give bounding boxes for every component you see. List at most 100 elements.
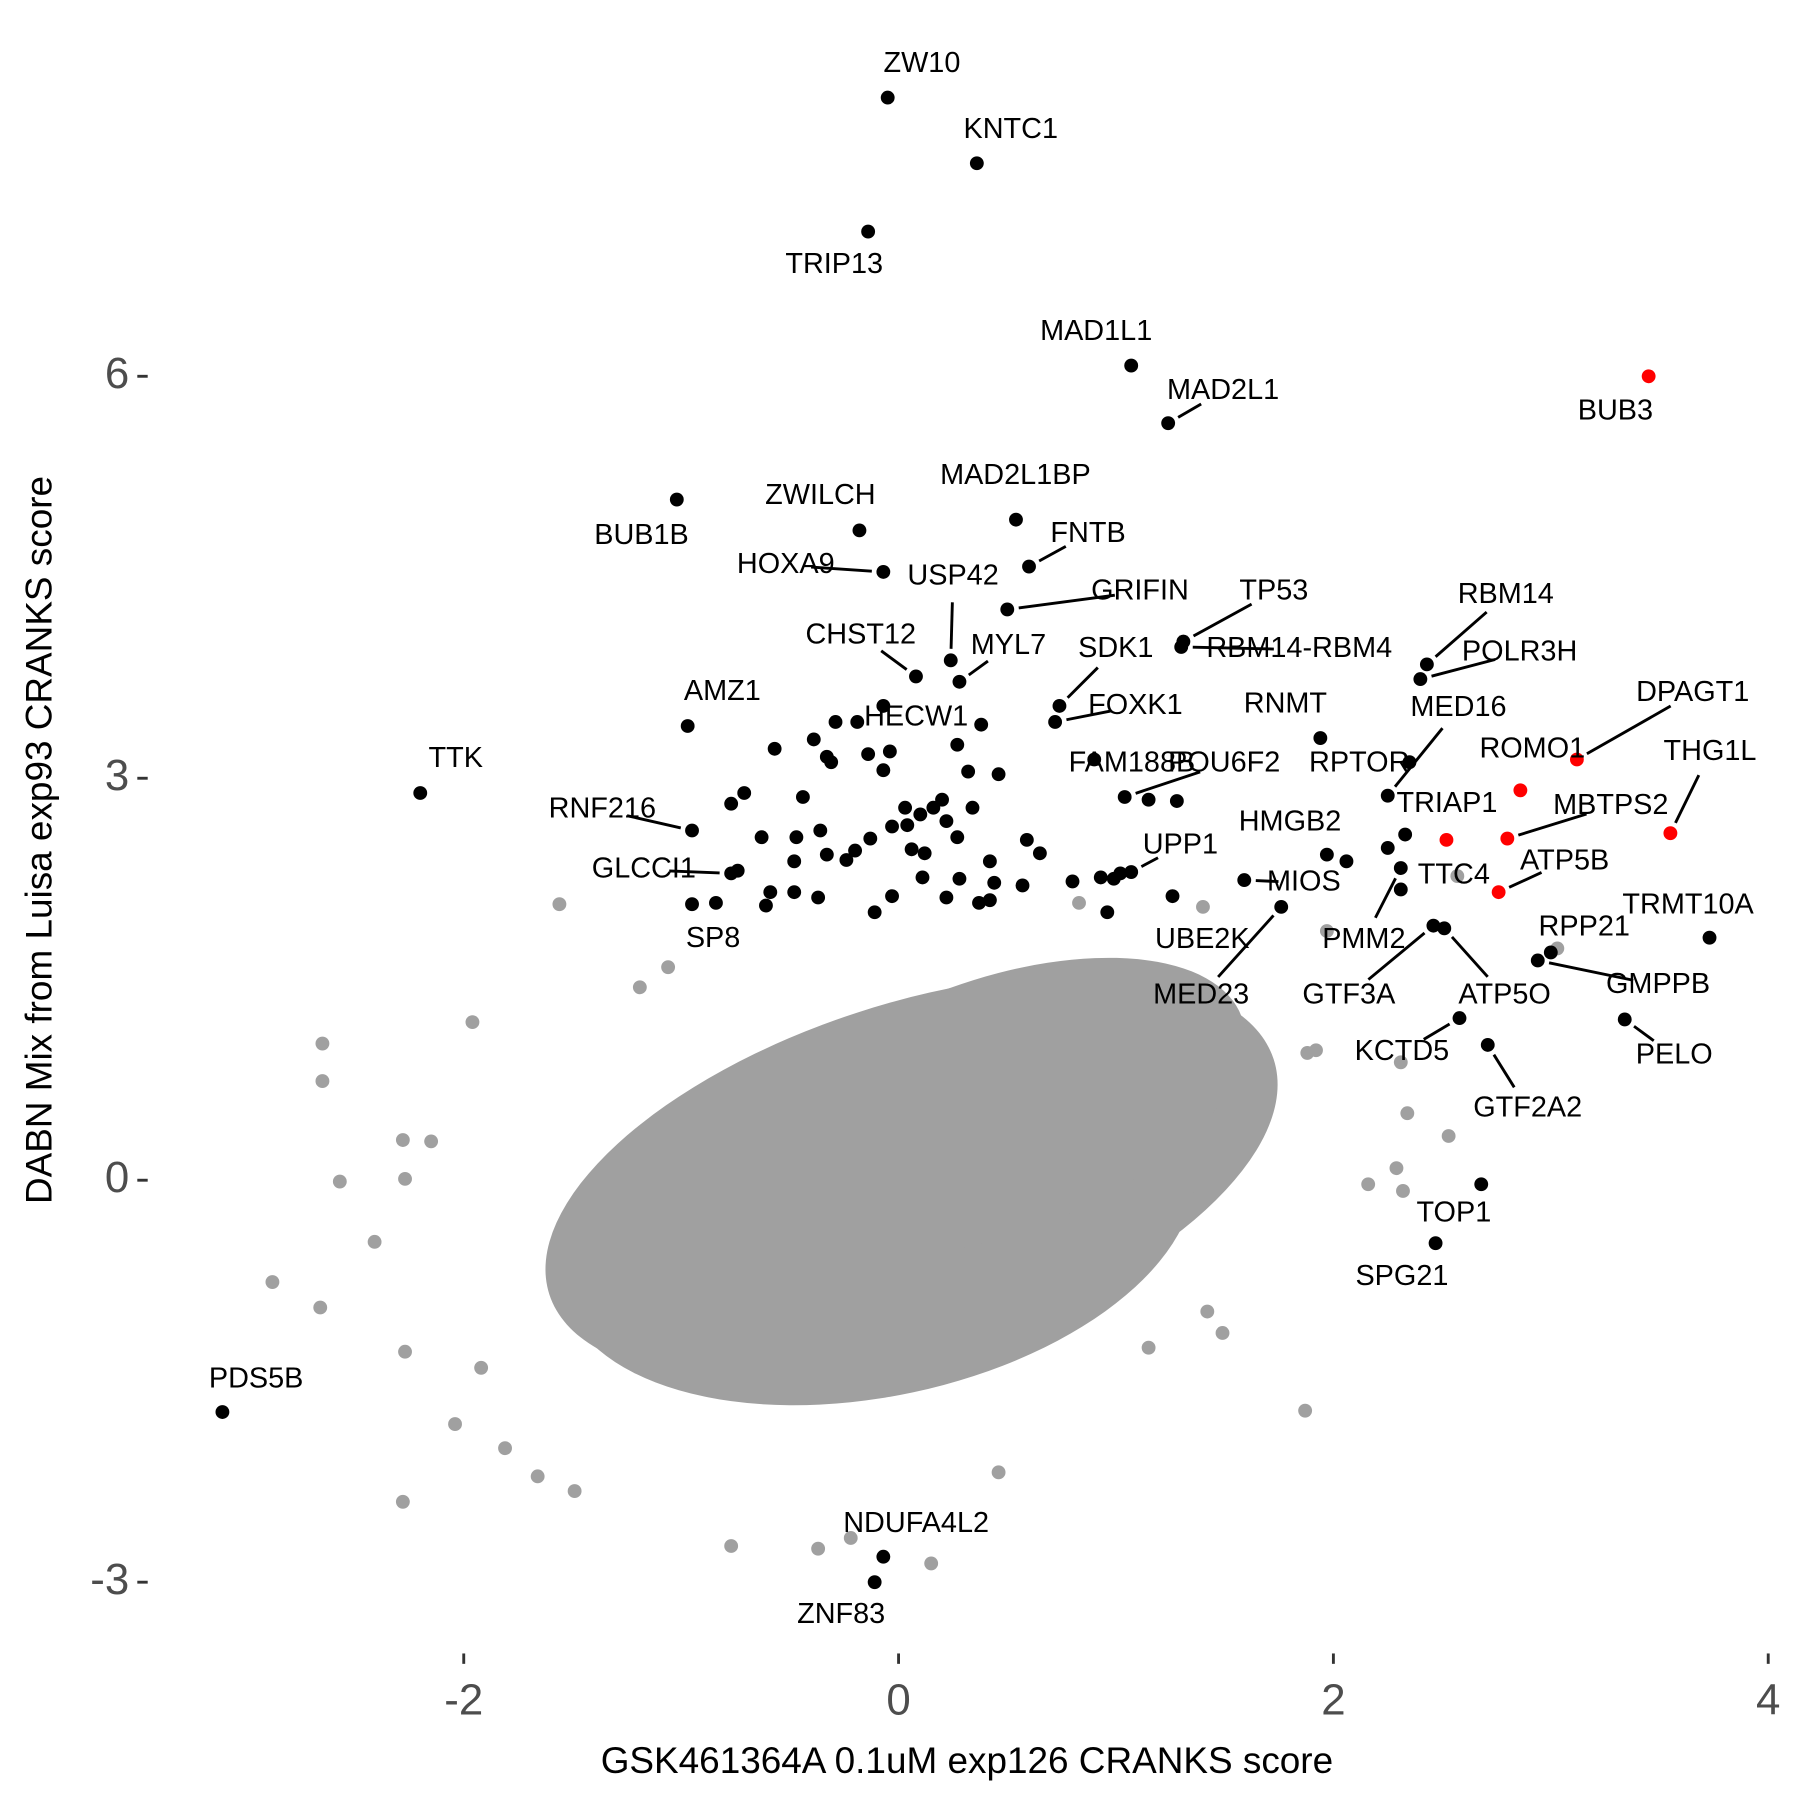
point-label: HECW1 (864, 700, 968, 732)
point-label: AMZ1 (684, 675, 761, 707)
point-label: SPG21 (1355, 1260, 1448, 1292)
point-label: RBM14-RBM4 (1206, 632, 1392, 664)
labeled-point (685, 897, 699, 912)
labeled-point (669, 492, 684, 507)
background-point (332, 1174, 347, 1189)
labeled-point (215, 1405, 230, 1419)
hit-point (754, 830, 769, 845)
labeled-point (1530, 953, 1545, 968)
hit-point (913, 807, 928, 822)
point-label: NDUFA4L2 (843, 1507, 989, 1539)
hit-point (824, 755, 839, 770)
point-label: KCTD5 (1355, 1035, 1450, 1067)
hit-point (917, 846, 932, 861)
label-connector (1374, 877, 1397, 919)
point-label: FNTB (1050, 517, 1125, 549)
label-connector (1508, 871, 1543, 889)
hit-point (904, 842, 919, 857)
label-connector (1255, 879, 1279, 884)
hit-point (935, 792, 949, 807)
label-connector (1066, 709, 1111, 722)
y-tick-label: 3 (105, 751, 129, 800)
point-label: TOP1 (1416, 1196, 1491, 1228)
point-label: GLCCI1 (592, 853, 696, 885)
background-point (448, 1417, 462, 1432)
hit-point (861, 747, 876, 762)
y-axis-title: DABN Mix from Luisa exp93 CRANKS score (18, 476, 59, 1204)
hit-point (950, 737, 965, 752)
label-connector (1492, 1053, 1516, 1089)
hit-point (763, 885, 778, 900)
hit-point (915, 870, 930, 885)
point-label: POLR3H (1462, 636, 1577, 668)
background-point (1389, 1161, 1404, 1176)
point-label: KNTC1 (964, 113, 1059, 145)
label-connector (967, 659, 989, 677)
label-connector (1450, 935, 1489, 978)
background-point (724, 1539, 739, 1553)
hit-point (709, 895, 723, 910)
point-label: TRMT10A (1622, 888, 1754, 920)
point-label: PMM2 (1322, 923, 1405, 955)
label-connector (949, 602, 954, 649)
hit-point (876, 763, 891, 778)
background-point (1196, 899, 1210, 914)
point-label: SP8 (686, 922, 741, 954)
labeled-point (1426, 918, 1441, 933)
label-connector (626, 814, 682, 830)
background-point (315, 1036, 330, 1051)
hit-point (991, 767, 1006, 782)
hit-point (939, 890, 954, 905)
point-label: ATP5B (1520, 845, 1609, 877)
point-label: BUB1B (594, 519, 689, 551)
background-point (924, 1556, 939, 1571)
labeled-point (1513, 783, 1528, 798)
point-label: ZNF83 (797, 1598, 885, 1630)
point-label: RNMT (1244, 688, 1327, 720)
point-label: GTF3A (1302, 978, 1396, 1010)
point-label: UBE2K (1155, 923, 1250, 955)
y-tick-label: 0 (105, 1153, 129, 1202)
point-label: RPTOR (1309, 746, 1409, 778)
background-point (424, 1134, 439, 1149)
hit-point (767, 741, 782, 756)
background-point (1319, 924, 1334, 938)
labeled-point (1428, 1236, 1443, 1251)
point-label: RBM14 (1458, 578, 1554, 610)
hit-point (1339, 854, 1354, 869)
point-label: FAM188B (1069, 746, 1196, 778)
labeled-point (1402, 755, 1417, 770)
point-label: MYL7 (971, 629, 1046, 661)
point-label: GMPPB (1606, 968, 1710, 1000)
label-connector (1066, 666, 1099, 699)
point-label: MED16 (1410, 691, 1506, 723)
hit-point (1380, 841, 1395, 855)
hit-point (1065, 874, 1080, 889)
hit-point (819, 847, 834, 862)
background-point (1450, 869, 1465, 883)
label-connector (1192, 645, 1274, 651)
background-point (1400, 1106, 1415, 1121)
point-label: MAD2L1 (1167, 374, 1279, 406)
labeled-point (952, 674, 967, 689)
hit-point (1113, 866, 1128, 881)
background-point (1215, 1326, 1230, 1340)
labeled-point (1009, 512, 1023, 527)
hit-point (926, 800, 941, 815)
hit-point (950, 830, 965, 845)
point-label: HOXA9 (737, 548, 835, 580)
background-point (1200, 1304, 1215, 1319)
hit-point (850, 715, 865, 729)
hit-point (982, 854, 997, 869)
label-connector (1674, 774, 1701, 824)
labeled-point (1543, 945, 1558, 960)
labeled-point (1124, 865, 1139, 879)
labeled-point (1474, 1177, 1489, 1192)
background-point (1309, 1043, 1323, 1058)
hit-point (1032, 846, 1047, 861)
hit-point (863, 831, 878, 846)
point-label: GTF2A2 (1473, 1091, 1582, 1123)
background-point (1393, 1055, 1408, 1070)
hit-point (1019, 832, 1034, 847)
